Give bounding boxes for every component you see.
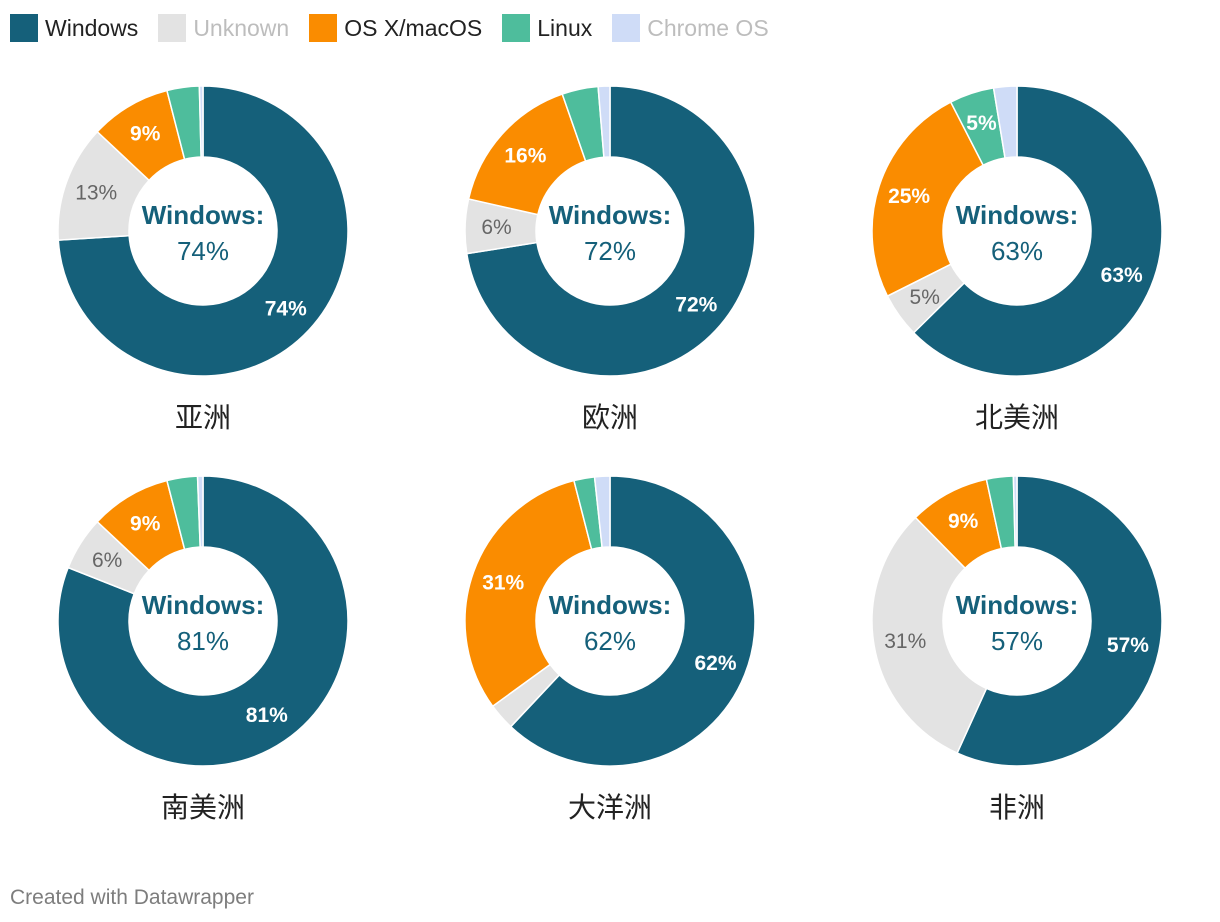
legend-item-linux[interactable]: Linux [502,14,592,42]
chart-title: 非洲 [989,791,1045,824]
slice-macos[interactable] [871,101,985,298]
slice-label-macos: 9% [948,510,979,533]
slice-label-windows: 72% [675,294,717,317]
slice-label-linux: 5% [966,112,997,135]
slice-label-macos: 25% [888,185,930,208]
slice-windows[interactable] [57,85,349,377]
slice-label-macos: 9% [130,122,161,145]
center-value: 57% [991,626,1043,656]
slice-chrome-os[interactable] [593,475,611,549]
center-label: Windows: [142,590,265,620]
slice-label-macos: 16% [504,144,546,167]
legend-swatch-unknown [158,14,187,42]
center-value: 62% [584,626,636,656]
slice-chrome-os[interactable] [1012,475,1018,548]
slice-label-windows: 74% [265,298,307,321]
center-label: Windows: [956,200,1079,230]
legend-swatch-linux [502,14,531,42]
center-value: 74% [177,236,229,266]
center-label: Windows: [956,590,1079,620]
slice-macos[interactable] [464,479,593,708]
chart-title: 北美洲 [975,401,1059,434]
slice-windows[interactable] [509,475,756,767]
slice-label-unknown: 6% [92,549,122,572]
donut-chart-2: 72% 6% 16% Windows: 72% 欧洲 [464,85,756,434]
chart-title: 欧洲 [582,401,638,434]
legend-label-linux: Linux [537,14,593,41]
chart-title: 南美洲 [161,791,245,824]
slice-chrome-os[interactable] [597,85,611,159]
slice-unknown[interactable] [871,516,988,755]
donut-chart-1: 74% 13% 9% Windows: 74% 亚洲 [57,85,349,434]
legend-item-unknown[interactable]: Unknown [158,14,289,42]
slice-windows[interactable] [465,85,756,377]
donut-chart-3: 63% 5% 25% 5% Windows: 63% 北美洲 [871,85,1163,434]
donut-chart-6: 57% 31% 9% Windows: 57% 非洲 [871,475,1163,824]
center-label: Windows: [549,590,672,620]
donut-chart-5: 62% 31% Windows: 62% 大洋洲 [464,475,756,824]
slice-label-windows: 57% [1107,634,1149,657]
legend-label-unknown: Unknown [193,14,290,41]
chart-title: 大洋洲 [568,791,652,824]
footer-credit[interactable]: Created with Datawrapper [10,886,254,909]
legend-label-windows: Windows [45,14,139,41]
center-value: 63% [991,236,1043,266]
slice-label-macos: 9% [130,512,161,535]
center-value: 81% [177,626,229,656]
center-label: Windows: [549,200,672,230]
legend-label-chrome-os: Chrome OS [647,14,769,41]
slice-label-macos: 31% [482,572,524,595]
slice-label-unknown: 31% [884,630,926,653]
legend-item-windows[interactable]: Windows [10,14,138,42]
slice-label-windows: 63% [1101,264,1143,287]
legend-swatch-macos [309,14,338,42]
slice-windows[interactable] [57,475,349,767]
slice-label-unknown: 6% [481,216,511,239]
slice-chrome-os[interactable] [198,85,204,158]
legend-swatch-windows [10,14,38,42]
center-value: 72% [584,236,636,266]
donut-chart-4: 81% 6% 9% Windows: 81% 南美洲 [57,475,349,824]
slice-label-unknown: 5% [910,286,940,309]
slice-label-windows: 62% [695,652,737,675]
slice-label-unknown: 13% [75,182,117,205]
slice-label-windows: 81% [246,704,288,727]
chart-title: 亚洲 [175,401,231,434]
legend-item-chrome-os[interactable]: Chrome OS [612,14,769,42]
legend: Windows Unknown OS X/macOS Linux Chrome … [10,12,789,44]
slice-windows[interactable] [912,85,1163,377]
legend-label-macos: OS X/macOS [344,14,483,41]
slice-chrome-os[interactable] [196,475,204,548]
legend-item-macos[interactable]: OS X/macOS [309,14,482,42]
legend-swatch-chrome-os [612,14,641,42]
slice-chrome-os[interactable] [992,85,1018,159]
slice-windows[interactable] [956,475,1163,767]
center-label: Windows: [142,200,265,230]
